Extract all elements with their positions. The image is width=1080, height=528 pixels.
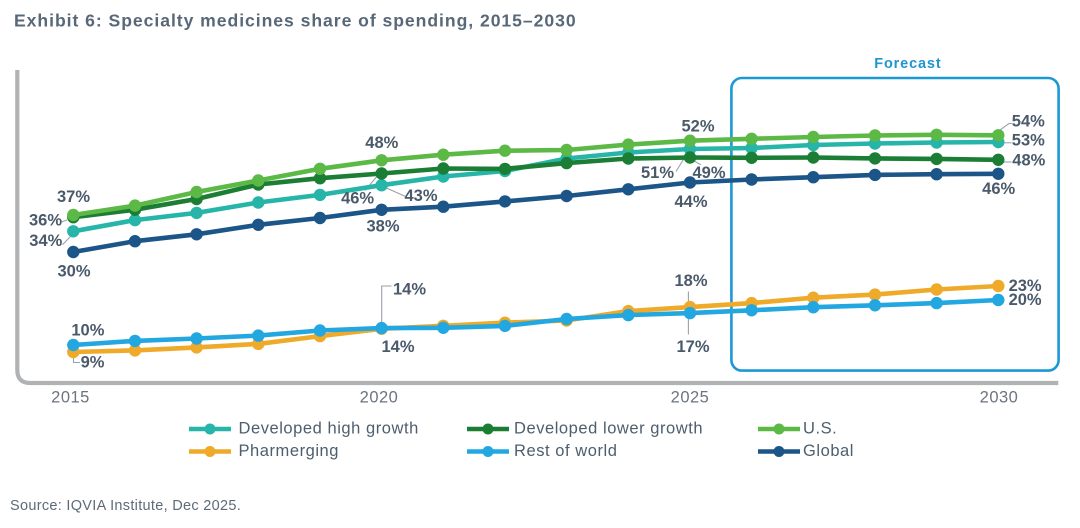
svg-text:2020: 2020 bbox=[360, 388, 399, 406]
svg-text:10%: 10% bbox=[71, 321, 104, 339]
svg-text:Global: Global bbox=[803, 442, 854, 460]
svg-text:49%: 49% bbox=[692, 164, 725, 182]
svg-text:Developed high growth: Developed high growth bbox=[239, 420, 419, 438]
svg-text:Source: IQVIA Institute, Dec 2: Source: IQVIA Institute, Dec 2025. bbox=[10, 498, 241, 514]
svg-text:14%: 14% bbox=[393, 281, 426, 299]
svg-text:Pharmerging: Pharmerging bbox=[239, 442, 340, 460]
svg-text:9%: 9% bbox=[81, 354, 105, 372]
svg-text:37%: 37% bbox=[57, 188, 90, 206]
svg-text:2015: 2015 bbox=[51, 388, 90, 406]
svg-text:43%: 43% bbox=[404, 187, 437, 205]
svg-text:34%: 34% bbox=[29, 232, 62, 250]
svg-text:48%: 48% bbox=[365, 134, 398, 152]
svg-text:Forecast: Forecast bbox=[874, 56, 941, 72]
svg-text:Developed lower growth: Developed lower growth bbox=[514, 420, 703, 438]
svg-text:14%: 14% bbox=[381, 338, 414, 356]
svg-text:51%: 51% bbox=[641, 164, 674, 182]
svg-text:54%: 54% bbox=[1012, 113, 1045, 131]
svg-text:23%: 23% bbox=[1009, 277, 1042, 295]
svg-text:44%: 44% bbox=[674, 193, 707, 211]
svg-text:2030: 2030 bbox=[980, 388, 1019, 406]
svg-text:U.S.: U.S. bbox=[803, 420, 837, 438]
svg-text:46%: 46% bbox=[982, 180, 1015, 198]
svg-text:Rest of world: Rest of world bbox=[514, 442, 617, 460]
svg-text:30%: 30% bbox=[57, 263, 90, 281]
svg-text:38%: 38% bbox=[366, 218, 399, 236]
svg-text:Exhibit 6: Specialty medicines: Exhibit 6: Specialty medicines share of … bbox=[14, 11, 577, 31]
svg-text:2025: 2025 bbox=[671, 388, 710, 406]
svg-text:48%: 48% bbox=[1012, 152, 1045, 170]
svg-text:46%: 46% bbox=[341, 190, 374, 208]
svg-text:18%: 18% bbox=[674, 272, 707, 290]
svg-text:20%: 20% bbox=[1009, 291, 1042, 309]
svg-text:52%: 52% bbox=[681, 118, 714, 136]
svg-text:17%: 17% bbox=[676, 338, 709, 356]
svg-text:36%: 36% bbox=[29, 212, 62, 230]
svg-text:53%: 53% bbox=[1012, 132, 1045, 150]
